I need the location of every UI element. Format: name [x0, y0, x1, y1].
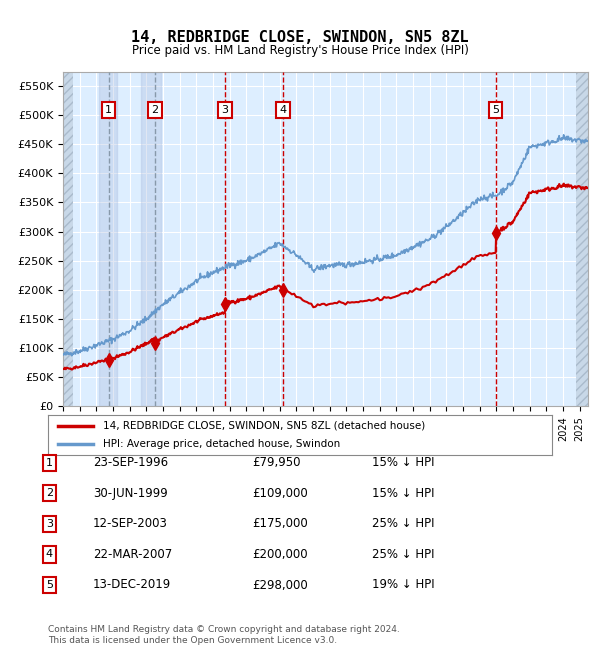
Text: 1: 1 — [46, 458, 53, 468]
Text: 14, REDBRIDGE CLOSE, SWINDON, SN5 8ZL (detached house): 14, REDBRIDGE CLOSE, SWINDON, SN5 8ZL (d… — [103, 421, 425, 430]
Text: 2: 2 — [46, 488, 53, 499]
Text: 22-MAR-2007: 22-MAR-2007 — [93, 548, 172, 561]
Text: 3: 3 — [46, 519, 53, 529]
Text: 5: 5 — [46, 580, 53, 590]
Text: 15% ↓ HPI: 15% ↓ HPI — [372, 487, 434, 500]
Text: Price paid vs. HM Land Registry's House Price Index (HPI): Price paid vs. HM Land Registry's House … — [131, 44, 469, 57]
Text: £109,000: £109,000 — [252, 487, 308, 500]
Text: 25% ↓ HPI: 25% ↓ HPI — [372, 548, 434, 561]
Text: 3: 3 — [221, 105, 229, 115]
Bar — [142, 72, 161, 406]
Text: Contains HM Land Registry data © Crown copyright and database right 2024.
This d: Contains HM Land Registry data © Crown c… — [48, 625, 400, 645]
Text: 12-SEP-2003: 12-SEP-2003 — [93, 517, 168, 530]
Bar — [99, 72, 117, 406]
Text: 5: 5 — [492, 105, 499, 115]
Text: 30-JUN-1999: 30-JUN-1999 — [93, 487, 168, 500]
Text: 15% ↓ HPI: 15% ↓ HPI — [372, 456, 434, 469]
Text: 4: 4 — [46, 549, 53, 560]
Text: 4: 4 — [280, 105, 287, 115]
Text: 13-DEC-2019: 13-DEC-2019 — [93, 578, 171, 592]
Text: 23-SEP-1996: 23-SEP-1996 — [93, 456, 168, 469]
Text: 25% ↓ HPI: 25% ↓ HPI — [372, 517, 434, 530]
Text: 14, REDBRIDGE CLOSE, SWINDON, SN5 8ZL: 14, REDBRIDGE CLOSE, SWINDON, SN5 8ZL — [131, 29, 469, 45]
Text: £200,000: £200,000 — [252, 548, 308, 561]
Text: £79,950: £79,950 — [252, 456, 301, 469]
Text: 1: 1 — [105, 105, 112, 115]
Text: £298,000: £298,000 — [252, 578, 308, 592]
Bar — [577, 72, 593, 406]
Text: 19% ↓ HPI: 19% ↓ HPI — [372, 578, 434, 592]
Bar — [63, 72, 73, 406]
Text: £175,000: £175,000 — [252, 517, 308, 530]
Text: 2: 2 — [151, 105, 158, 115]
Text: HPI: Average price, detached house, Swindon: HPI: Average price, detached house, Swin… — [103, 439, 341, 449]
